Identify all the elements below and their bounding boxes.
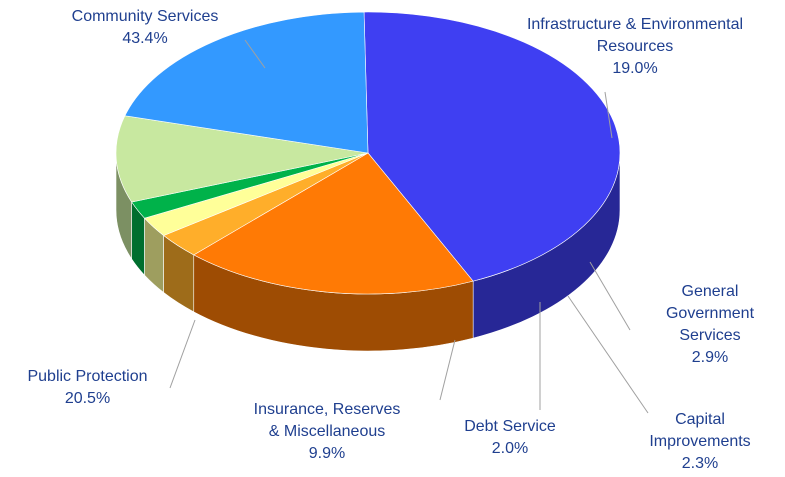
label-community-services-name: Community Services — [71, 8, 219, 25]
pie-sides — [115, 152, 621, 352]
slice-top-infrastructure-environmental-resources — [193, 152, 474, 295]
label-infrastructure-line1: Infrastructure & Environmental — [526, 16, 744, 33]
leader-community-services — [244, 39, 266, 69]
label-general-government-line2: Government — [665, 305, 755, 322]
label-general-government-line1: General — [681, 283, 739, 300]
leader-insurance-reserves — [439, 339, 456, 401]
label-insurance-reserves-line1: Insurance, Reserves — [253, 401, 401, 418]
label-public-protection: Public Protection 20.5% — [0, 366, 175, 410]
label-insurance-reserves: Insurance, Reserves & Miscellaneous 9.9% — [222, 399, 432, 465]
leader-capital-improvements — [567, 295, 649, 414]
label-debt-service-name: Debt Service — [464, 418, 556, 435]
label-capital-improvements-value: 2.3% — [681, 455, 719, 472]
label-capital-improvements-line1: Capital — [675, 411, 725, 428]
leader-general-government — [589, 261, 631, 331]
pie-tops — [115, 11, 621, 295]
label-infrastructure-value: 19.0% — [612, 60, 658, 77]
slice-top-community-services — [363, 11, 621, 282]
label-infrastructure-line2: Resources — [596, 38, 674, 55]
label-capital-improvements-line2: Improvements — [649, 433, 751, 450]
leader-public-protection — [169, 319, 196, 389]
label-debt-service: Debt Service 2.0% — [440, 416, 580, 460]
leader-infrastructure — [604, 91, 613, 139]
label-general-government-line3: Services — [679, 327, 741, 344]
label-community-services: Community Services 43.4% — [35, 6, 255, 50]
label-capital-improvements: Capital Improvements 2.3% — [625, 409, 775, 475]
label-public-protection-name: Public Protection — [27, 368, 148, 385]
label-community-services-value: 43.4% — [122, 30, 168, 47]
label-debt-service-value: 2.0% — [491, 440, 529, 457]
label-insurance-reserves-value: 9.9% — [308, 445, 346, 462]
label-general-government: General Government Services 2.9% — [635, 281, 785, 369]
label-public-protection-value: 20.5% — [64, 390, 111, 407]
leader-lines — [169, 39, 649, 414]
label-general-government-value: 2.9% — [691, 349, 729, 366]
slice-top-public-protection — [124, 11, 369, 154]
slice-top-insurance-reserves-miscellaneous — [115, 115, 369, 203]
label-insurance-reserves-line2: & Miscellaneous — [268, 423, 386, 440]
label-infrastructure: Infrastructure & Environmental Resources… — [490, 14, 780, 80]
